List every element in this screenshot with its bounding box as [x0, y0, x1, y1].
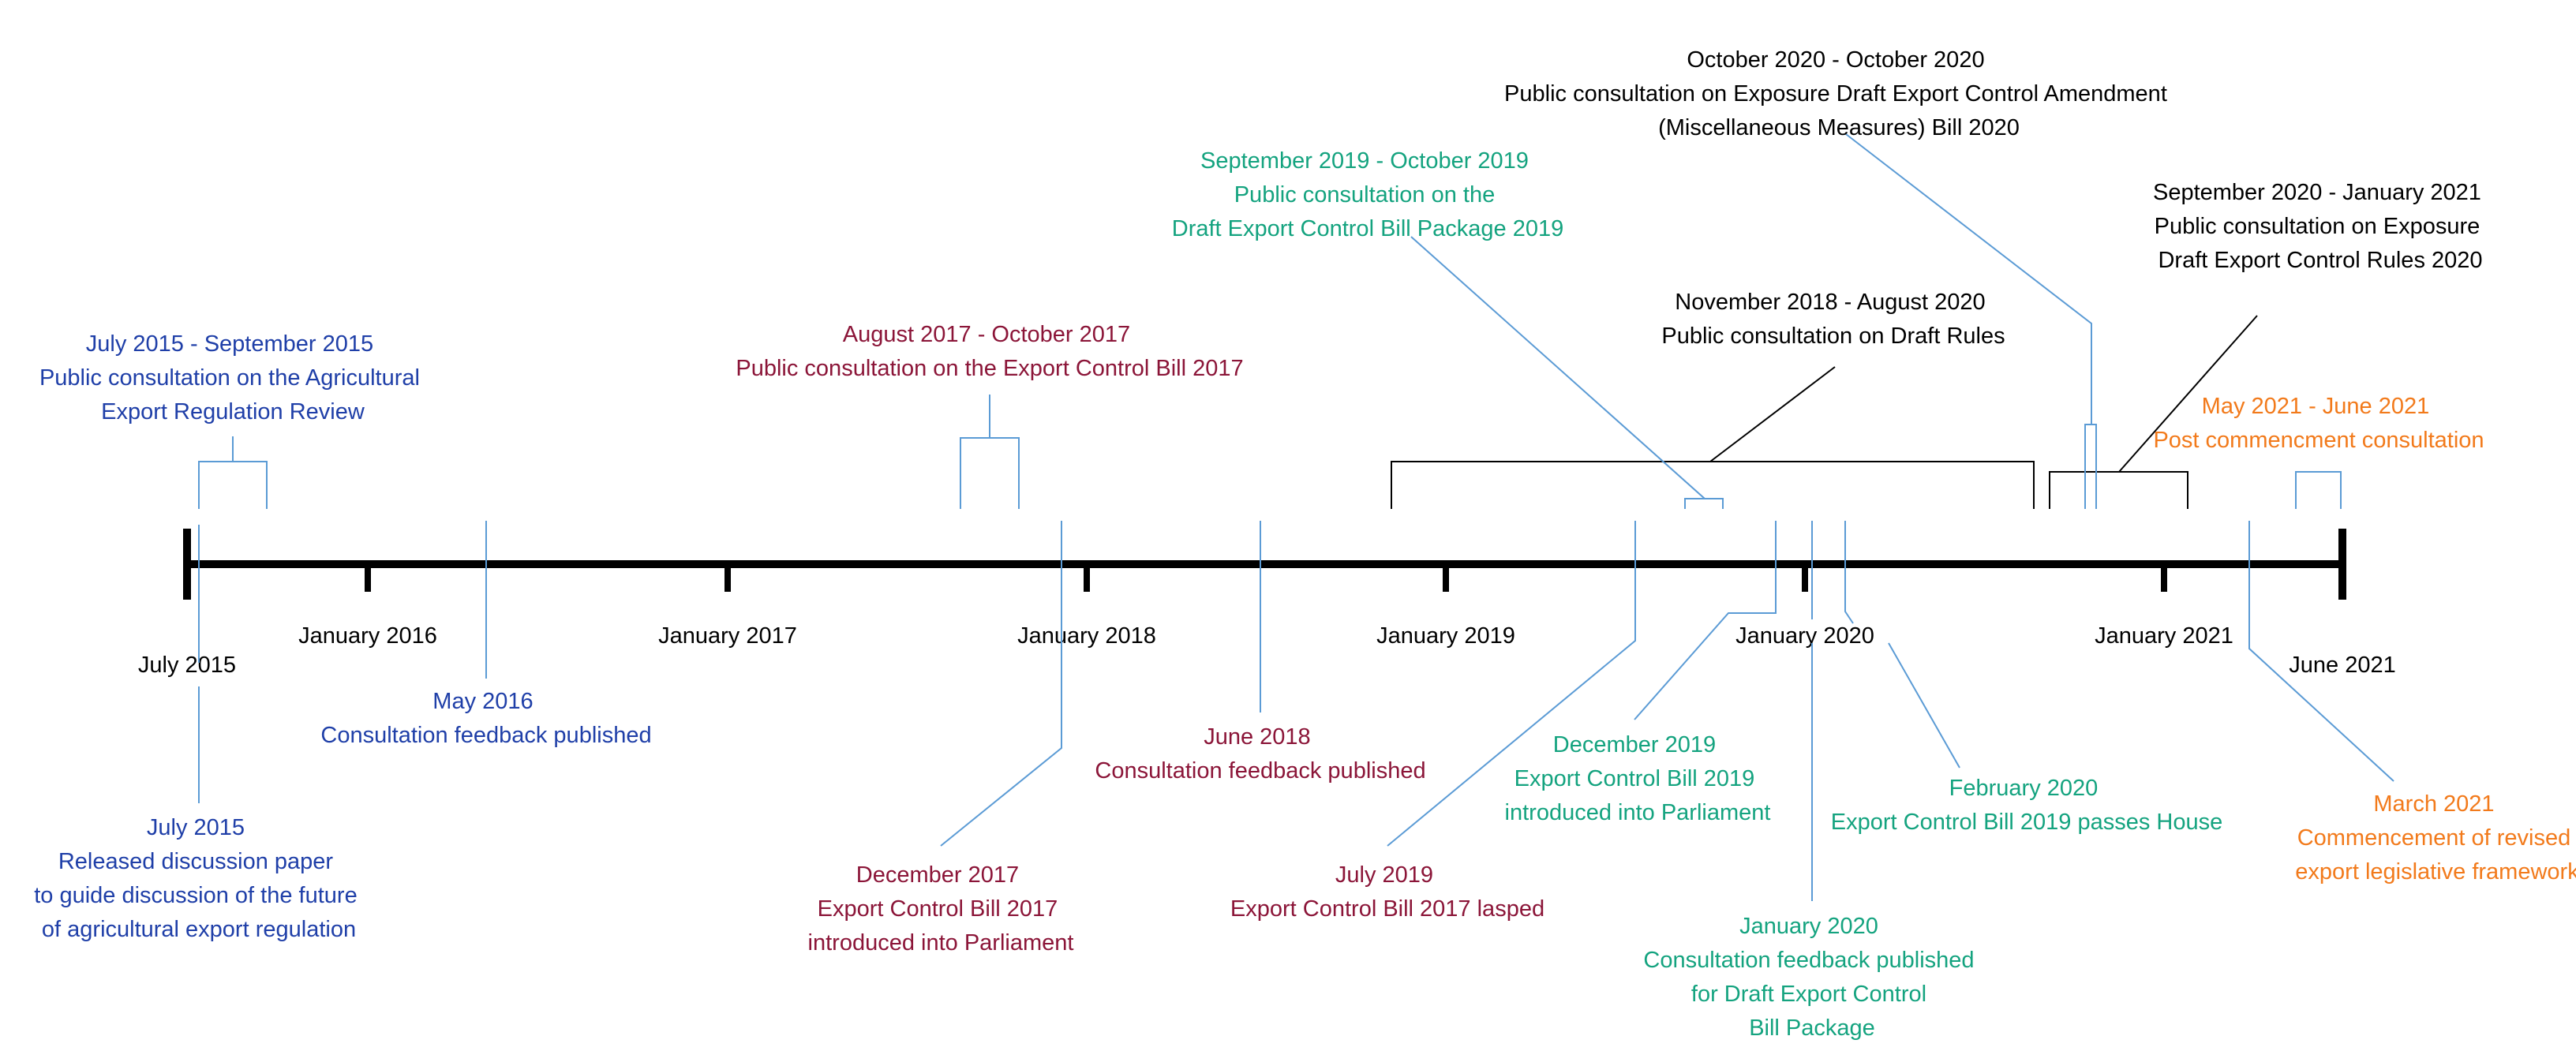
event-desc-line-1: Public consultation on Draft Rules: [1661, 324, 2005, 349]
event-dec2019: December 2019 Export Control Bill 2019 i…: [1505, 732, 1771, 825]
connector-mar2021: [2248, 521, 2394, 782]
connector-dec2019: [1634, 521, 1777, 720]
axis-label-jan2016: January 2016: [298, 623, 437, 649]
event-sep2020-jan2021: September 2020 - January 2021 Public con…: [2153, 180, 2488, 273]
event-date: February 2020: [1949, 776, 2099, 801]
event-desc-line-2: Export Regulation Review: [101, 399, 365, 425]
event-desc-line-1: Export Control Bill 2019 passes House: [1831, 810, 2222, 835]
event-desc-line-1: Public consultation on Exposure: [2155, 214, 2481, 239]
event-desc-line-1: Public consultation on Exposure Draft Ex…: [1504, 81, 2167, 107]
connector-may2021-jun2021: [2295, 471, 2342, 509]
event-nov2018-aug2020: November 2018 - August 2020 Public consu…: [1661, 290, 2005, 349]
connector-feb2020: [1844, 521, 1960, 769]
event-date: December 2019: [1553, 732, 1716, 757]
event-date: January 2020: [1739, 914, 1878, 939]
event-may2021-jun2021: May 2021 - June 2021 Post commencment co…: [2153, 394, 2484, 453]
axis-label-jan2020: January 2020: [1735, 623, 1874, 649]
event-desc-line-1: Export Control Bill 2017 lasped: [1230, 896, 1544, 922]
event-date: June 2018: [1204, 724, 1310, 750]
event-desc-line-1: Public consultation on the Agricultural: [39, 365, 420, 391]
event-desc-line-3: Bill Package: [1749, 1015, 1875, 1041]
event-desc-line-1: Commencement of revised: [2297, 825, 2571, 851]
axis-label-jan2021: January 2021: [2095, 623, 2233, 649]
event-desc-line-1: Consultation feedback published: [1643, 948, 1974, 973]
event-jan2020: January 2020 Consultation feedback publi…: [1643, 914, 1980, 1041]
event-desc-line-1: Post commencment consultation: [2153, 428, 2484, 453]
event-date: July 2019: [1335, 862, 1433, 888]
connector-sep2019-oct2019: [1410, 236, 1724, 509]
timeline-axis: July 2015 January 2016 January 2017 Janu…: [138, 529, 2396, 678]
event-date: November 2018 - August 2020: [1675, 290, 1985, 315]
event-date: September 2020 - January 2021: [2153, 180, 2481, 205]
event-labels: July 2015 - September 2015 Public consul…: [34, 47, 2576, 1041]
event-desc-line-2: Draft Export Control Bill Package 2019: [1172, 216, 1563, 241]
event-desc-line-1: Public consultation on the Export Contro…: [736, 356, 1243, 381]
event-desc-line-1: Export Control Bill 2017: [818, 896, 1058, 922]
event-desc-line-1: Consultation feedback published: [320, 723, 651, 748]
connector-dec2017: [940, 521, 1062, 847]
connector-aug2017-oct2017: [960, 395, 1020, 509]
connector-sep2020-jan2021: [2049, 315, 2258, 509]
event-desc-line-2: export legislative framework: [2295, 859, 2576, 885]
connectors: [198, 133, 2394, 901]
axis-label-start: July 2015: [138, 653, 236, 678]
event-sep2019-oct2019: September 2019 - October 2019 Public con…: [1172, 148, 1563, 241]
event-dec2017: December 2017 Export Control Bill 2017 i…: [808, 862, 1074, 956]
event-may2016: May 2016 Consultation feedback published: [320, 689, 651, 748]
connector-oct2020-oct2020: [1845, 133, 2097, 509]
connector-jul2019: [1387, 521, 1636, 847]
axis-label-end: June 2021: [2289, 653, 2395, 678]
connector-nov2018-aug2020: [1391, 366, 2035, 509]
event-aug2017-oct2017: August 2017 - October 2017 Public consul…: [736, 322, 1243, 381]
event-desc-line-1: Public consultation on the: [1234, 182, 1496, 208]
axis-label-jan2018: January 2018: [1017, 623, 1156, 649]
event-date: September 2019 - October 2019: [1200, 148, 1529, 174]
event-jul2015-sep2015: July 2015 - September 2015 Public consul…: [39, 331, 426, 425]
event-desc-line-2: for Draft Export Control: [1691, 982, 1926, 1007]
event-desc-line-2: introduced into Parliament: [1505, 800, 1771, 825]
event-date: May 2016: [432, 689, 533, 714]
event-jul2015: July 2015 Released discussion paper to g…: [34, 815, 364, 942]
axis-label-jan2017: January 2017: [658, 623, 797, 649]
event-desc-line-2: introduced into Parliament: [808, 930, 1074, 956]
axis-label-jan2019: January 2019: [1376, 623, 1515, 649]
event-date: December 2017: [856, 862, 1019, 888]
event-oct2020-oct2020: October 2020 - October 2020 Public consu…: [1504, 47, 2174, 140]
event-desc-line-3: of agricultural export regulation: [42, 917, 356, 942]
event-desc-line-1: Export Control Bill 2019: [1515, 766, 1755, 791]
event-jun2018: June 2018 Consultation feedback publishe…: [1095, 724, 1425, 784]
event-jul2019: July 2019 Export Control Bill 2017 laspe…: [1230, 862, 1544, 922]
event-date: October 2020 - October 2020: [1687, 47, 1984, 73]
event-desc-line-2: Draft Export Control Rules 2020: [2158, 248, 2482, 273]
event-desc-line-1: Consultation feedback published: [1095, 758, 1425, 784]
event-mar2021: March 2021 Commencement of revised expor…: [2295, 791, 2576, 885]
event-date: May 2021 - June 2021: [2202, 394, 2430, 419]
event-date: July 2015: [147, 815, 245, 840]
event-date: August 2017 - October 2017: [843, 322, 1130, 347]
event-date: July 2015 - September 2015: [86, 331, 373, 357]
connector-jul2015-sep2015: [198, 436, 268, 509]
event-desc-line-2: (Miscellaneous Measures) Bill 2020: [1658, 115, 2020, 140]
event-desc-line-2: to guide discussion of the future: [34, 883, 357, 908]
event-desc-line-1: Released discussion paper: [58, 849, 334, 874]
event-feb2020: February 2020 Export Control Bill 2019 p…: [1831, 776, 2222, 835]
event-date: March 2021: [2373, 791, 2494, 817]
